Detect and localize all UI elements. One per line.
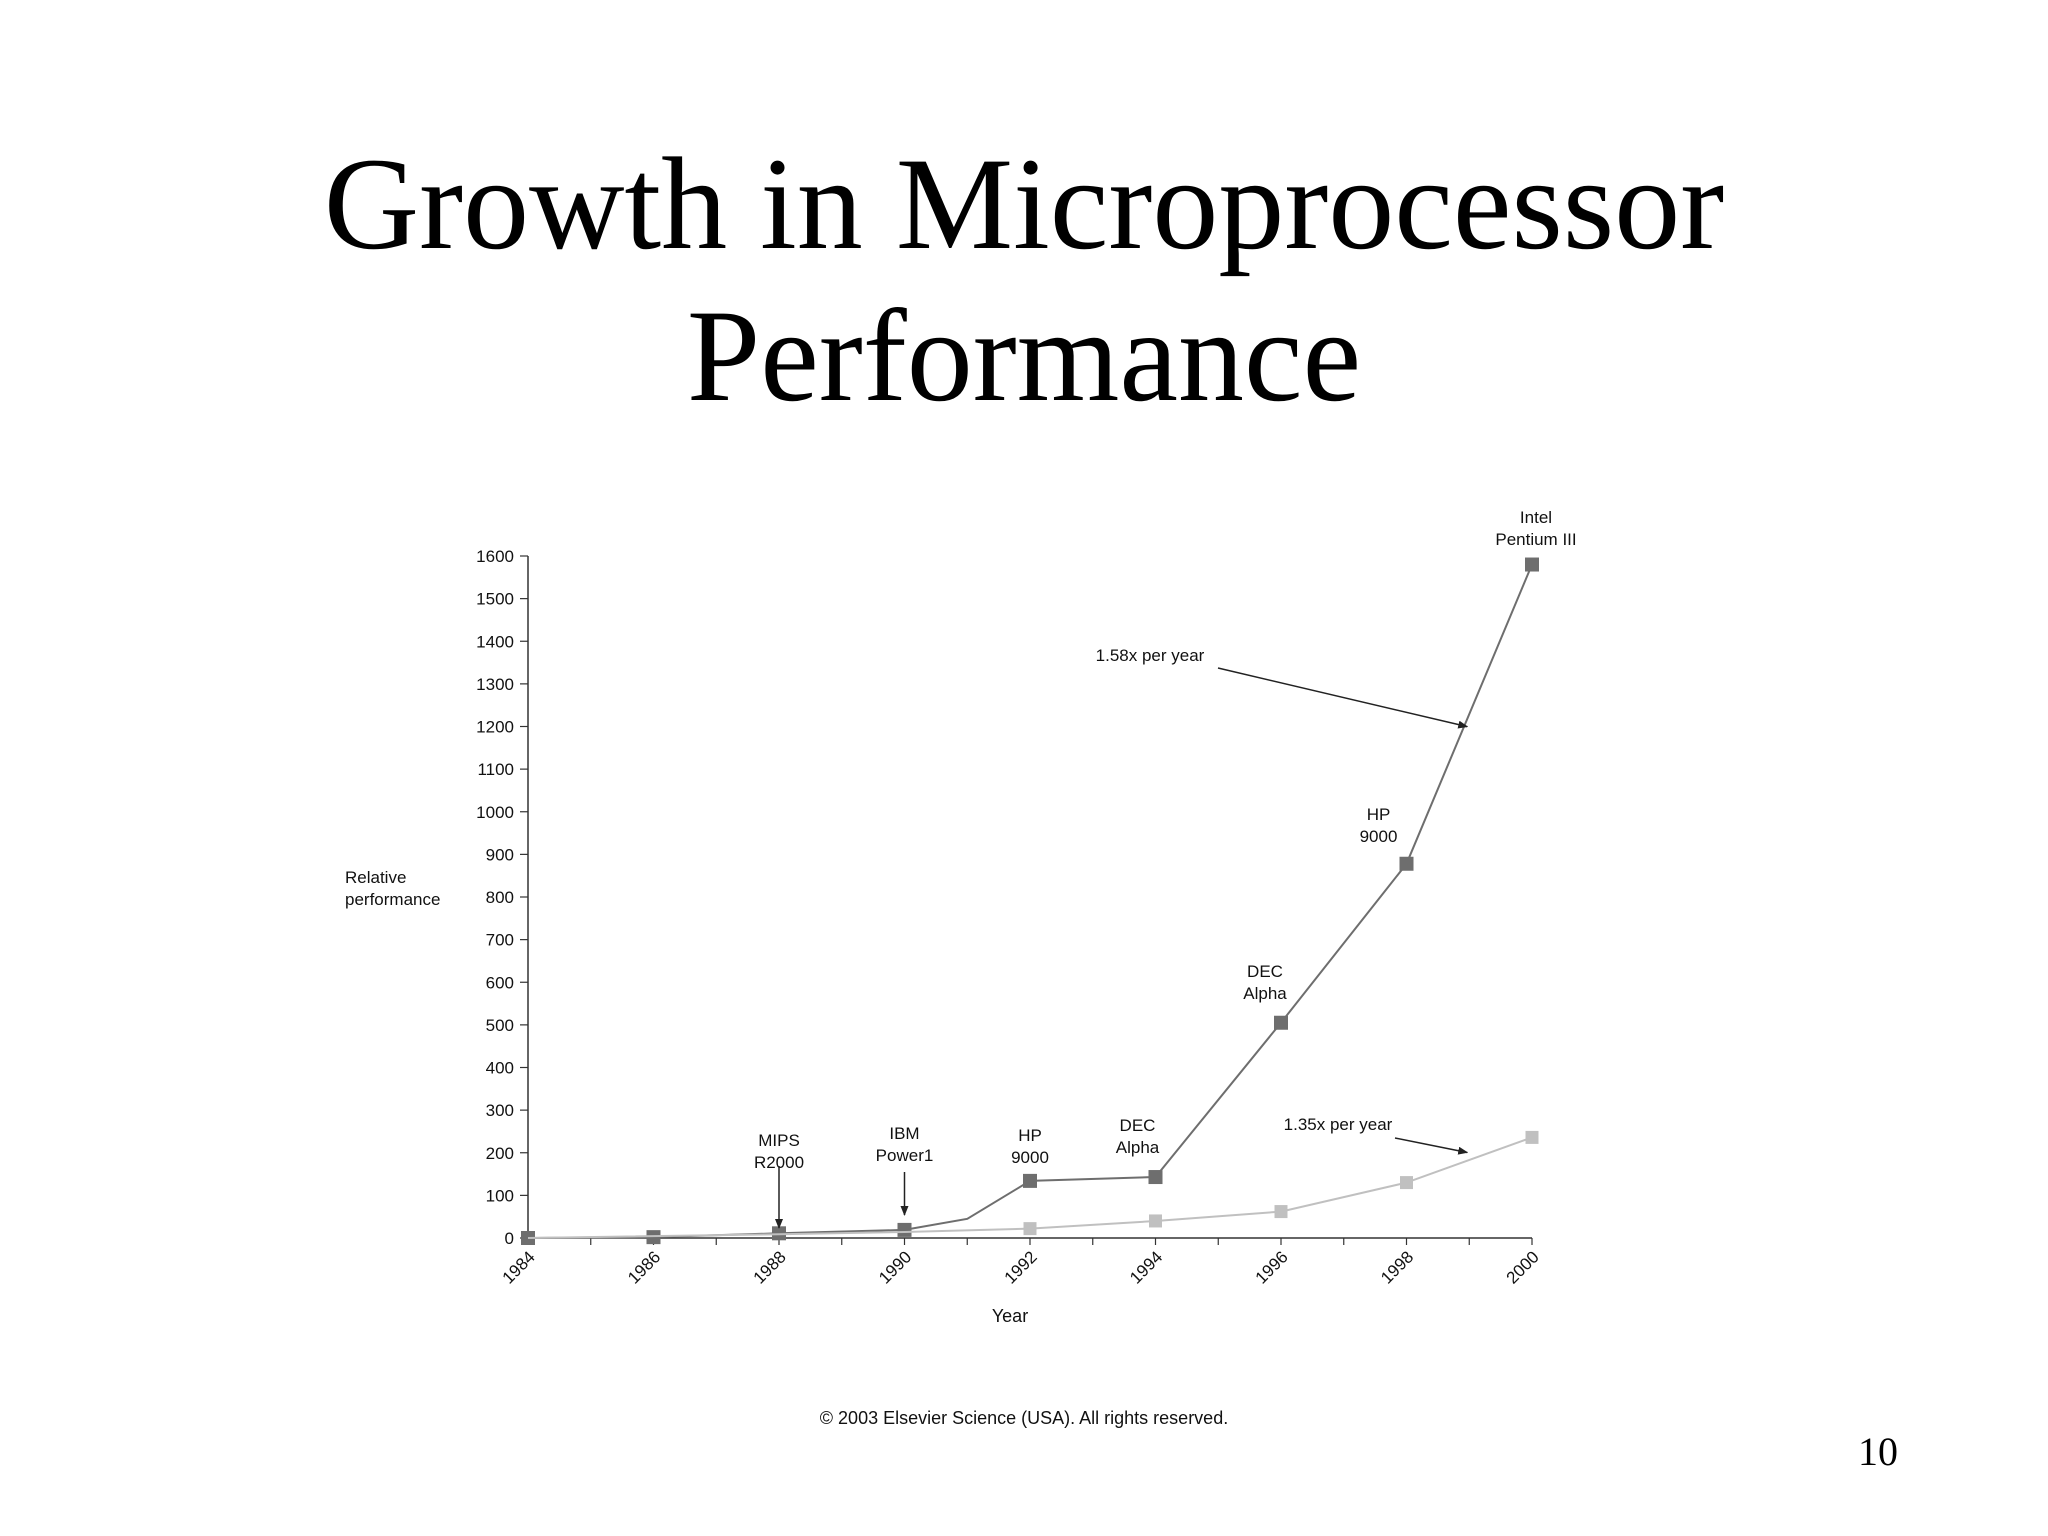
y-axis-label: Relative performance <box>345 868 440 909</box>
y-tick-label: 100 <box>486 1186 514 1205</box>
slide-title: Growth in Microprocessor Performance <box>0 128 2048 432</box>
processor-label: Intel Pentium III <box>1495 508 1576 549</box>
title-line-2: Performance <box>686 282 1362 429</box>
x-tick-label: 1984 <box>499 1247 539 1287</box>
x-tick-label: 1990 <box>875 1247 915 1287</box>
series-1-point <box>1274 1015 1288 1030</box>
y-tick-label: 1000 <box>476 803 514 822</box>
processor-label: DEC Alpha <box>1116 1116 1160 1157</box>
x-tick-label: 1996 <box>1252 1247 1292 1287</box>
y-tick-label: 400 <box>486 1059 514 1078</box>
series-1-point <box>897 1222 912 1237</box>
y-tick-label: 700 <box>486 931 514 950</box>
x-tick-label: 2000 <box>1503 1247 1543 1287</box>
title-line-1: Growth in Microprocessor <box>323 130 1725 277</box>
processor-label: MIPS R2000 <box>754 1131 804 1172</box>
y-tick-label: 0 <box>505 1229 514 1248</box>
y-tick-label: 1100 <box>477 760 514 779</box>
page-number: 10 <box>1858 1429 1898 1474</box>
y-tick-label: 1600 <box>476 547 514 566</box>
y-tick-label: 900 <box>486 845 514 864</box>
rate-annotation-arrow <box>1394 1137 1469 1155</box>
y-tick-label: 1400 <box>476 632 514 651</box>
series-2-point <box>1525 1130 1539 1144</box>
processor-label: HP 9000 <box>1011 1126 1049 1167</box>
y-tick-label: 800 <box>486 888 514 907</box>
series-1-point <box>1399 856 1414 871</box>
y-tick-label: 600 <box>486 973 514 992</box>
rate-annotation-label: 1.58x per year <box>1096 646 1205 665</box>
copyright-notice: © 2003 Elsevier Science (USA). All right… <box>819 1408 1229 1428</box>
x-tick-label: 1986 <box>624 1247 664 1287</box>
processor-label: IBM Power1 <box>876 1124 934 1165</box>
series-2-point <box>1023 1222 1037 1236</box>
y-tick-label: 200 <box>486 1144 514 1163</box>
rate-annotation-label: 1.35x per year <box>1284 1115 1393 1134</box>
series <box>521 557 1539 1245</box>
series-1-point <box>646 1230 661 1245</box>
rate-annotation-arrow <box>1217 667 1469 729</box>
x-tick-label: 1998 <box>1377 1247 1417 1287</box>
axes: 0 100 200 300 400 500 600 700 800 900 1000 1100 1200… <box>345 547 1543 1326</box>
y-tick-label: 1300 <box>476 675 514 694</box>
x-axis-label: Year <box>992 1306 1028 1326</box>
series-2 <box>527 1130 1539 1239</box>
y-tick-label: 1200 <box>476 718 514 737</box>
series-1-point <box>1148 1170 1163 1185</box>
y-tick-label: 300 <box>486 1101 514 1120</box>
x-tick-label: 1992 <box>1001 1247 1041 1287</box>
x-tick-label: 1994 <box>1126 1247 1166 1287</box>
series-1-point <box>1023 1173 1037 1188</box>
series-2-point <box>1274 1205 1288 1219</box>
series-2-point <box>1149 1214 1162 1228</box>
series-1-point <box>1525 557 1539 572</box>
x-tick-label: 1988 <box>750 1247 790 1287</box>
processor-label: HP 9000 <box>1360 805 1398 846</box>
annotations: MIPS R2000 IBM Power1 HP 9000 DEC Alpha DEC Alpha… <box>754 508 1577 1229</box>
y-tick-label: 500 <box>486 1016 514 1035</box>
series-2-line <box>527 1136 1533 1239</box>
y-tick-label: 1500 <box>476 590 514 609</box>
series-2-point <box>1400 1176 1413 1190</box>
processor-label: DEC Alpha <box>1243 962 1287 1003</box>
